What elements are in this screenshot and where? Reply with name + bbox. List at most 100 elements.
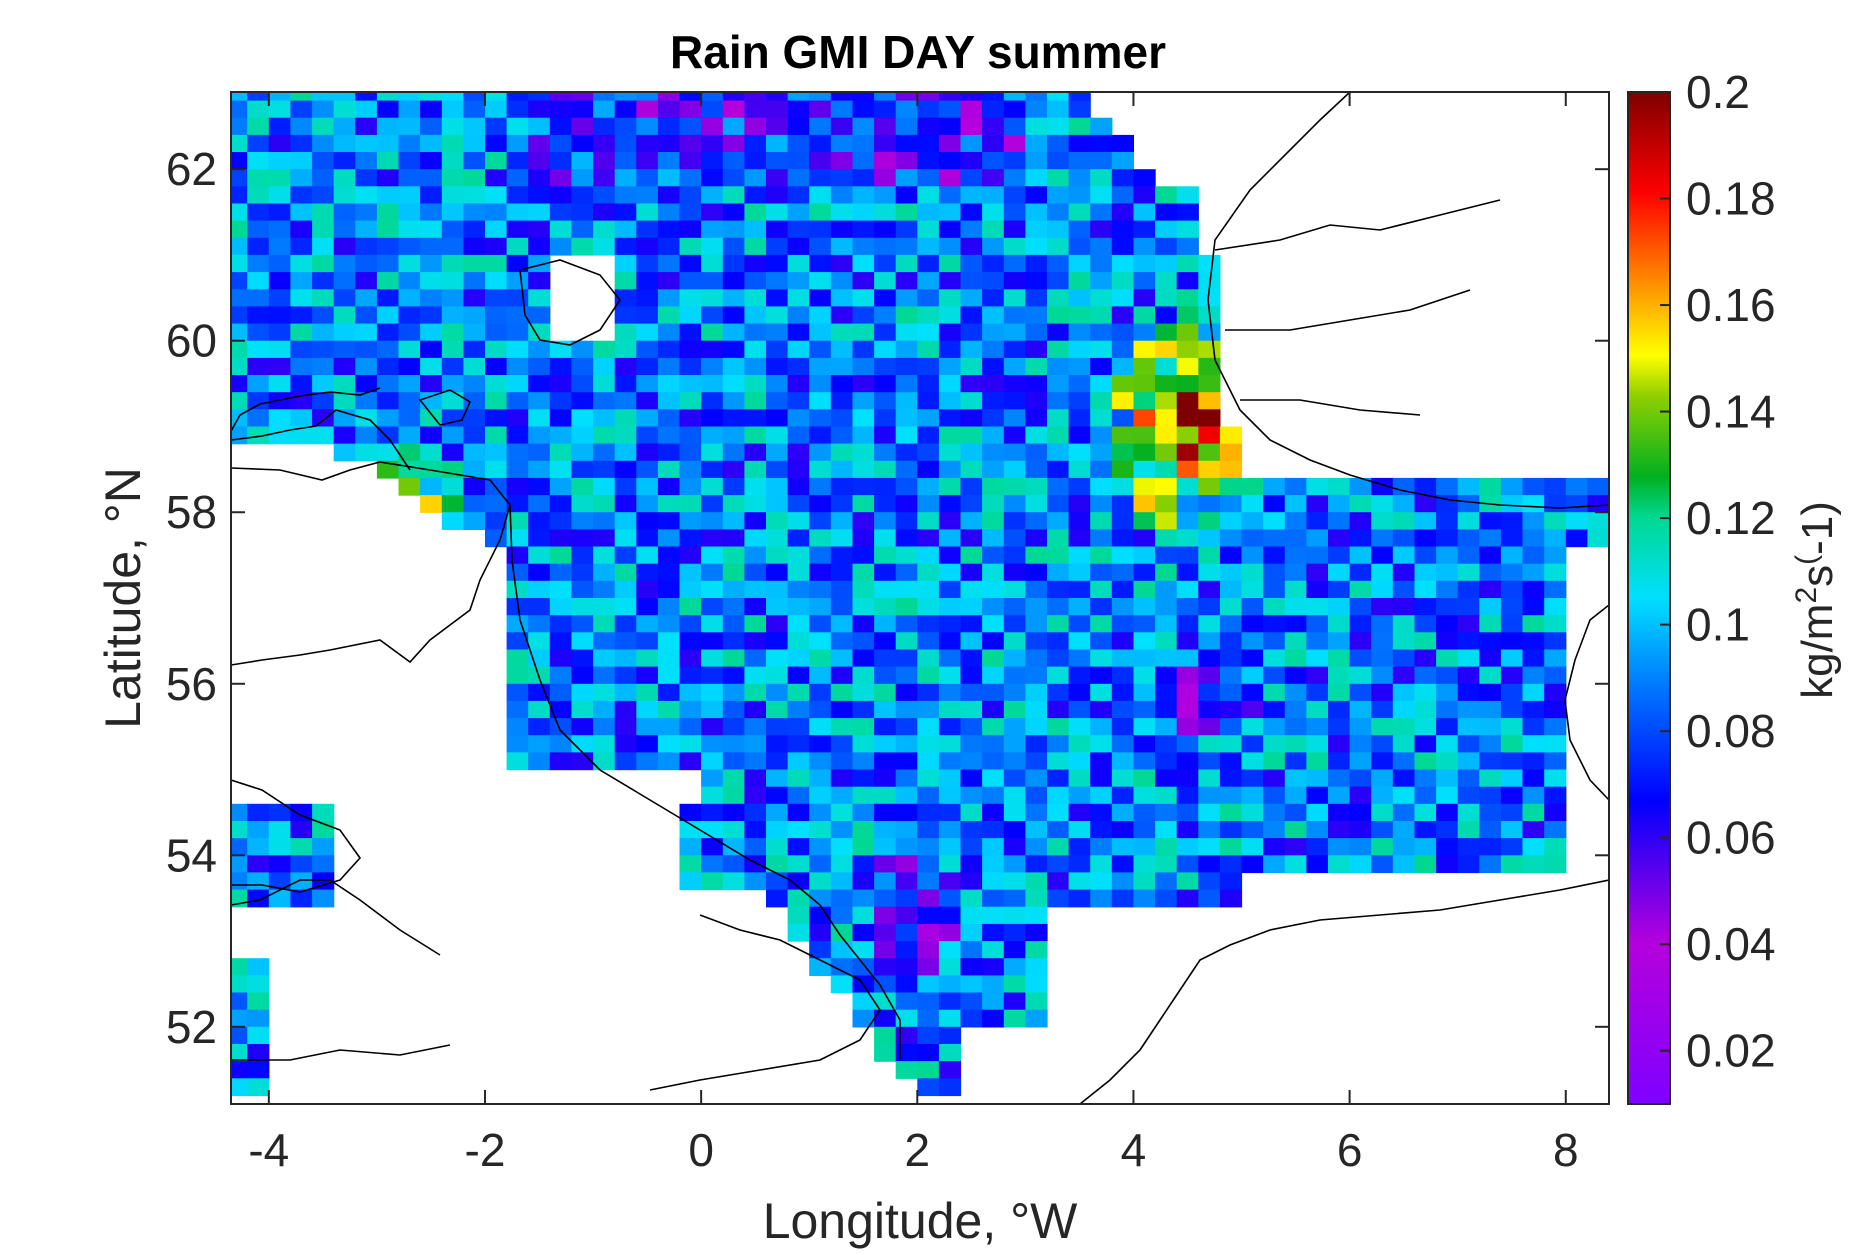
heatmap-cell (1349, 821, 1372, 839)
heatmap-cell (231, 1061, 248, 1079)
heatmap-cell (485, 254, 508, 273)
heatmap-cell (1457, 512, 1480, 530)
heatmap-cell (1047, 426, 1070, 445)
heatmap-cell (485, 152, 508, 170)
heatmap-cell (744, 752, 767, 771)
heatmap-cell (1457, 769, 1480, 788)
heatmap-cell (1025, 872, 1048, 891)
heatmap-cell (247, 392, 270, 410)
heatmap-cell (636, 598, 659, 616)
heatmap-cell (463, 186, 486, 205)
heatmap-cell (657, 100, 681, 119)
heatmap-cell (1111, 340, 1134, 359)
heatmap-cell (982, 237, 1005, 256)
heatmap-cell (441, 323, 464, 342)
heatmap-cell (787, 134, 810, 153)
heatmap-cell (960, 512, 983, 530)
heatmap-cell (528, 220, 551, 239)
heatmap-cell (1436, 752, 1459, 771)
heatmap-cell (1349, 580, 1372, 599)
colorbar-label-sup: 2 (1790, 587, 1823, 604)
heatmap-cell (1371, 512, 1394, 530)
heatmap-cell (463, 289, 486, 308)
heatmap-cell (1047, 666, 1070, 685)
heatmap-cell (938, 992, 962, 1011)
heatmap-cell (895, 392, 918, 410)
heatmap-cell (830, 632, 853, 651)
heatmap-cell (1328, 529, 1351, 548)
heatmap-cell (1176, 563, 1199, 582)
heatmap-cell (938, 683, 962, 702)
heatmap-cell (1133, 615, 1156, 633)
heatmap-cell (701, 495, 724, 513)
heatmap-cell (1176, 443, 1199, 462)
heatmap-cell (1414, 683, 1437, 702)
heatmap-cell (1219, 683, 1243, 702)
heatmap-cell (982, 512, 1005, 530)
heatmap-cell (766, 460, 789, 479)
heatmap-cell (787, 563, 810, 582)
heatmap-cell (1068, 203, 1091, 222)
heatmap-cell (506, 289, 529, 308)
heatmap-cell (1587, 495, 1609, 513)
x-tick-label: 2 (905, 1124, 931, 1176)
heatmap-cell (938, 375, 962, 393)
heatmap-cell (355, 323, 378, 342)
heatmap-cell (766, 718, 789, 736)
heatmap-cell (657, 632, 681, 651)
colorbar-tick-label: 0.2 (1686, 66, 1750, 118)
heatmap-cell (247, 220, 270, 239)
heatmap-cell (701, 92, 724, 102)
heatmap-cell (593, 203, 616, 222)
heatmap-cell (290, 821, 313, 839)
heatmap-cell (268, 855, 291, 874)
heatmap-cell (636, 203, 659, 222)
heatmap-cell (701, 735, 724, 753)
heatmap-cell (744, 409, 767, 428)
heatmap-cell (290, 289, 313, 308)
heatmap-cell (1500, 683, 1524, 702)
heatmap-cell (1025, 323, 1048, 342)
heatmap-cell (268, 872, 291, 891)
heatmap-cell (1068, 649, 1091, 668)
heatmap-cell (333, 392, 356, 410)
heatmap-cell (852, 495, 875, 513)
heatmap-cell (247, 872, 270, 891)
heatmap-cell (809, 220, 832, 239)
heatmap-cell (852, 700, 875, 719)
heatmap-cell (398, 392, 421, 410)
heatmap-cell (441, 495, 464, 513)
heatmap-cell (614, 392, 637, 410)
heatmap-cell (701, 700, 724, 719)
heatmap-cell (463, 375, 486, 393)
heatmap-cell (960, 340, 983, 359)
heatmap-cell (679, 649, 702, 668)
heatmap-cell (528, 92, 551, 102)
heatmap-cell (1090, 718, 1113, 736)
heatmap-cell (355, 340, 378, 359)
heatmap-cell (1414, 598, 1437, 616)
heatmap-cell (441, 477, 464, 496)
heatmap-cell (312, 92, 335, 102)
heatmap-cell (960, 906, 983, 925)
heatmap-cell (657, 546, 681, 565)
heatmap-cell (701, 477, 724, 496)
heatmap-cell (722, 683, 745, 702)
heatmap-cell (766, 752, 789, 771)
heatmap-cell (1544, 666, 1567, 685)
heatmap-cell (766, 392, 789, 410)
heatmap-cell (917, 649, 940, 668)
heatmap-cell (830, 477, 853, 496)
heatmap-cell (1068, 392, 1091, 410)
heatmap-cell (852, 769, 875, 788)
heatmap-cell (744, 92, 767, 102)
heatmap-cell (830, 941, 853, 959)
heatmap-cell (1436, 821, 1459, 839)
heatmap-cell (1414, 786, 1437, 805)
heatmap-cell (744, 426, 767, 445)
heatmap-cell (1479, 632, 1502, 651)
heatmap-cell (830, 392, 853, 410)
heatmap-cell (938, 426, 962, 445)
colorbar-label-unit: kg/m (1793, 604, 1842, 699)
heatmap-cell (1003, 495, 1026, 513)
